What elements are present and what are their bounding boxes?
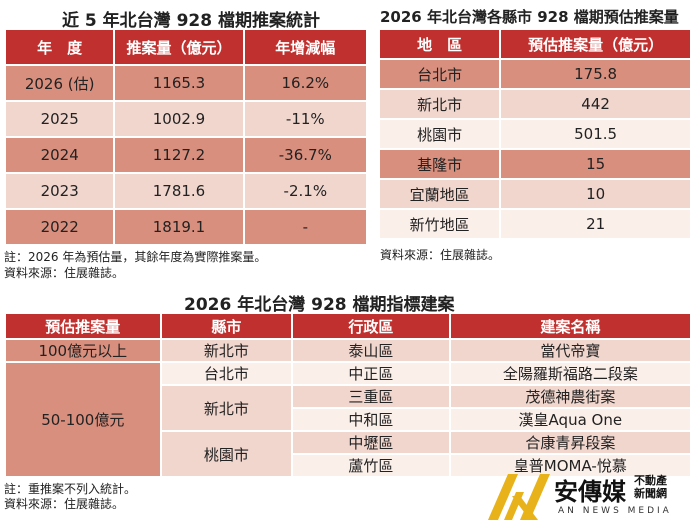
- col-header-tier: 預估推案量: [4, 312, 162, 340]
- logo-mark-icon: [488, 474, 550, 520]
- an-news-media-logo: 安傳媒 不動產 新聞網 AN NEWS MEDIA: [486, 466, 696, 522]
- col-header-region: 地 區: [377, 28, 502, 60]
- yearly-supply-table: 年 度 推案量（億元） 年增減幅 2026 (估) 1165.3 16.2% 2…: [3, 28, 369, 246]
- col-header-forecast: 預估推案量（億元）: [499, 28, 692, 60]
- tier-cell: 50-100億元: [4, 361, 162, 478]
- right-table-title: 2026 年北台灣各縣市 928 檔期預估推案量: [380, 8, 679, 26]
- table-row: 台北市 175.8: [377, 58, 692, 90]
- table-row: 基隆市 15: [377, 148, 692, 180]
- tier-cell: 100億元以上: [4, 338, 162, 363]
- table-row: 2023 1781.6 -2.1%: [3, 172, 369, 210]
- table-row: 中和區 漢皇Aqua One: [5, 407, 693, 432]
- table-row: 蘆竹區 皇普MOMA-悅慕: [5, 453, 693, 478]
- logo-en: AN NEWS MEDIA: [558, 506, 672, 516]
- table-row: 桃園市 501.5: [377, 118, 692, 150]
- col-header-volume: 推案量（億元）: [113, 28, 245, 66]
- left-source: 資料來源：住展雜誌。: [4, 266, 125, 280]
- col-header-project: 建案名稱: [448, 312, 693, 340]
- table-row: 新北市 442: [377, 88, 692, 120]
- table-row: 50-100億元 台北市 中正區 全陽羅斯福路二段案: [4, 361, 693, 478]
- table-row: 宜蘭地區 10: [377, 178, 692, 210]
- right-source: 資料來源：住展雜誌。: [380, 248, 501, 262]
- logo-sub1: 不動產: [634, 474, 667, 487]
- table-row: 2022 1819.1 -: [3, 208, 369, 246]
- table-row: 2025 1002.9 -11%: [3, 100, 369, 138]
- logo-sub2: 新聞網: [634, 487, 667, 500]
- table-row: 2026 (估) 1165.3 16.2%: [3, 64, 369, 102]
- county-supply-table: 地 區 預估推案量（億元） 台北市 175.8 新北市 442 桃園市 501.…: [377, 28, 692, 240]
- left-note: 註：2026 年為預估量，其餘年度為實際推案量。: [4, 250, 267, 264]
- table-row: 2024 1127.2 -36.7%: [3, 136, 369, 174]
- col-header-year: 年 度: [3, 28, 116, 66]
- bottom-table-title: 2026 年北台灣 928 檔期指標建案: [184, 295, 455, 315]
- table-row: 桃園市 中壢區 合康青昇段案: [5, 430, 693, 478]
- table-row: 新北市 三重區 茂德神農街案: [5, 384, 693, 432]
- table-row: 100億元以上 新北市 泰山區 當代帝寶: [4, 338, 693, 363]
- bottom-source: 資料來源：住展雜誌。: [4, 497, 125, 511]
- bottom-note: 註：重推案不列入統計。: [4, 482, 137, 496]
- logo-name: 安傳媒: [554, 478, 626, 506]
- col-header-city: 縣市: [159, 312, 294, 340]
- flagship-projects-table: 預估推案量 縣市 行政區 建案名稱 100億元以上 新北市 泰山區 當代帝寶 5…: [4, 312, 693, 478]
- table-row: 新竹地區 21: [377, 208, 692, 240]
- col-header-change: 年增減幅: [242, 28, 369, 66]
- left-table-title: 近 5 年北台灣 928 檔期推案統計: [62, 11, 320, 31]
- col-header-district: 行政區: [291, 312, 451, 340]
